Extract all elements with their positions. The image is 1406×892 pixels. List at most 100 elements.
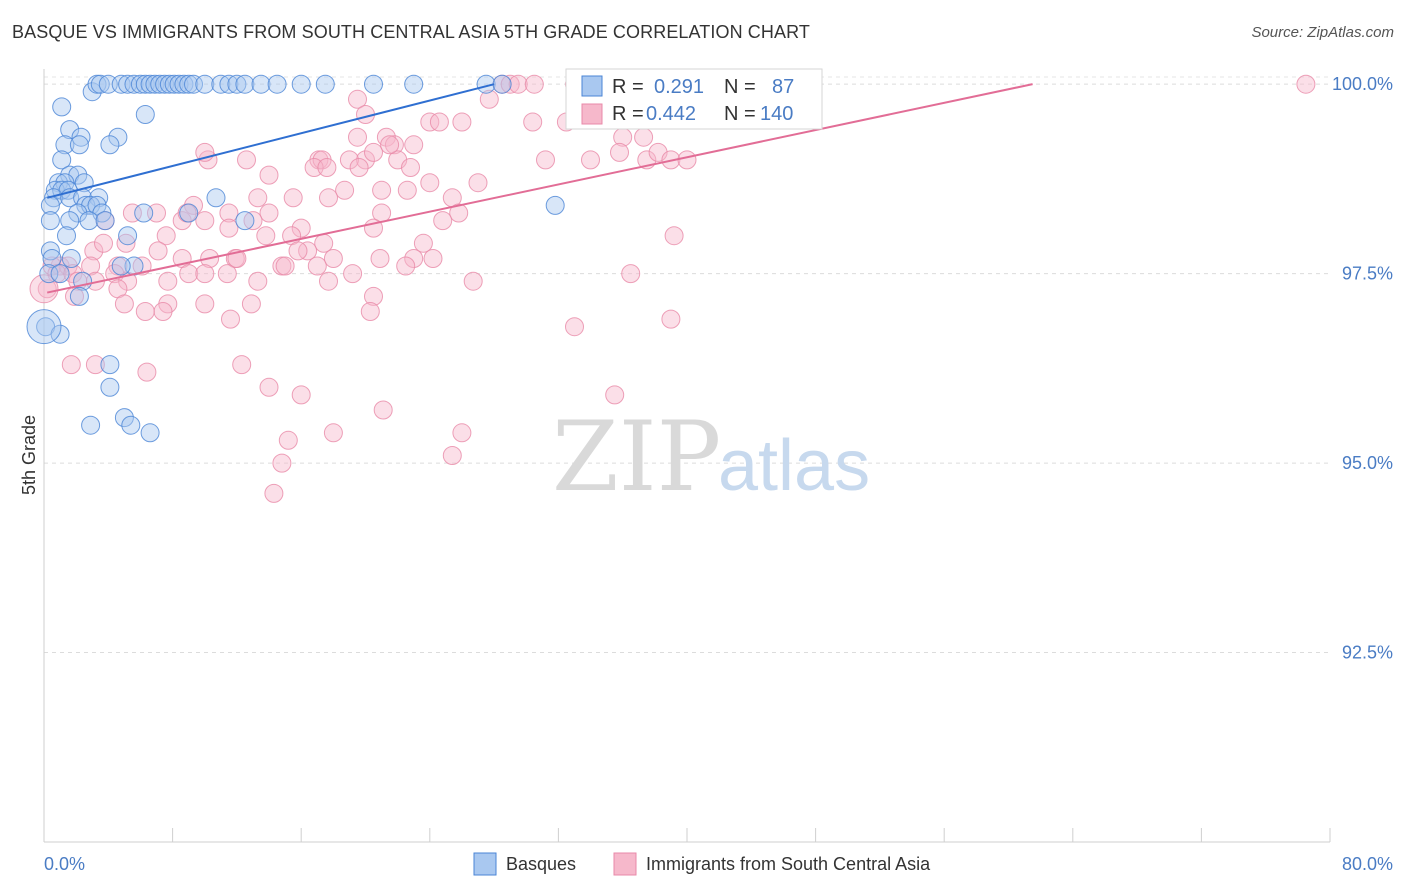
basques-point-70 bbox=[40, 241, 60, 261]
basques-point-44 bbox=[55, 173, 75, 193]
basques-point-37 bbox=[55, 135, 75, 155]
basques-point-31 bbox=[492, 74, 512, 94]
immigrants-point-100 bbox=[195, 264, 215, 284]
immigrants-point-114 bbox=[463, 271, 483, 291]
basques-point-39 bbox=[100, 135, 120, 155]
immigrants-point-127 bbox=[360, 302, 380, 321]
immigrants-point-77 bbox=[664, 226, 684, 246]
basques-point-12 bbox=[155, 74, 175, 94]
immigrants-point-62 bbox=[243, 211, 263, 231]
legend-basques-label: Basques bbox=[506, 854, 576, 874]
y-tick-label-1: 95.0% bbox=[1342, 453, 1393, 473]
immigrants-point-17 bbox=[429, 112, 449, 132]
basques-point-64 bbox=[40, 211, 60, 231]
basques-point-38 bbox=[69, 135, 89, 155]
basques-point-6 bbox=[124, 74, 144, 94]
immigrants-point-135 bbox=[259, 377, 279, 397]
basques-point-17 bbox=[179, 74, 199, 94]
immigrants-point-19 bbox=[376, 127, 396, 147]
chart-title: BASQUE VS IMMIGRANTS FROM SOUTH CENTRAL … bbox=[12, 22, 810, 42]
immigrants-point-139 bbox=[452, 423, 472, 443]
immigrants-point-40 bbox=[677, 150, 697, 170]
immigrants-point-52 bbox=[283, 188, 303, 208]
immigrants-point-74 bbox=[116, 233, 136, 253]
basques-point-71 bbox=[42, 249, 62, 268]
stats-pink-n-value: 140 bbox=[760, 103, 793, 125]
immigrants-point-102 bbox=[343, 264, 363, 284]
immigrants-point-20 bbox=[384, 135, 404, 155]
immigrants-point-73 bbox=[156, 226, 176, 246]
stats-blue-n-label: N = bbox=[724, 76, 756, 98]
immigrants-point-98 bbox=[275, 256, 295, 276]
basques-point-26 bbox=[291, 74, 311, 94]
immigrants-point-84 bbox=[288, 241, 308, 261]
watermark-zip: ZIP bbox=[552, 401, 721, 513]
basques-trend-line bbox=[46, 83, 495, 199]
immigrants-point-80 bbox=[370, 249, 390, 268]
immigrants-point-76 bbox=[314, 233, 334, 253]
immigrants-point-124 bbox=[114, 294, 134, 314]
stats-blue-r-label: R = bbox=[612, 76, 644, 98]
immigrants-point-53 bbox=[319, 188, 338, 208]
basques-point-56 bbox=[76, 195, 96, 215]
basques-point-85 bbox=[121, 415, 141, 435]
immigrants-point-96 bbox=[396, 256, 416, 276]
immigrants-point-49 bbox=[397, 180, 417, 200]
basques-point-8 bbox=[135, 74, 155, 94]
basques-point-32 bbox=[52, 97, 72, 117]
y-tick-label-0: 92.5% bbox=[1342, 643, 1393, 663]
immigrants-point-90 bbox=[132, 256, 152, 276]
immigrants-point-55 bbox=[259, 203, 279, 223]
basques-point-15 bbox=[169, 74, 189, 94]
immigrants-point-82 bbox=[84, 241, 104, 261]
immigrants-point-99 bbox=[179, 264, 199, 284]
basques-point-10 bbox=[145, 74, 165, 94]
immigrants-point-130 bbox=[61, 355, 81, 375]
basques-point-69 bbox=[118, 226, 138, 246]
basques-point-13 bbox=[159, 74, 179, 94]
basques-point-27 bbox=[315, 74, 335, 94]
immigrants-point-78 bbox=[298, 241, 318, 261]
immigrants-point-15 bbox=[452, 112, 472, 132]
basques-point-9 bbox=[140, 74, 160, 94]
immigrants-point-56 bbox=[219, 203, 239, 223]
immigrants-point-137 bbox=[373, 400, 393, 420]
basques-point-76 bbox=[50, 264, 70, 284]
basques-point-18 bbox=[184, 74, 203, 94]
x-tick-label-1: 80.0% bbox=[1342, 854, 1393, 874]
immigrants-point-132 bbox=[232, 355, 252, 375]
immigrants-point-47 bbox=[468, 173, 488, 193]
immigrants-point-134 bbox=[605, 385, 625, 405]
immigrants-point-18 bbox=[348, 127, 367, 147]
immigrants-point-41 bbox=[259, 165, 279, 185]
immigrants-point-28 bbox=[380, 135, 400, 155]
legend-immigrants-label: Immigrants from South Central Asia bbox=[646, 854, 931, 874]
basques-point-7 bbox=[130, 74, 150, 94]
basques-point-65 bbox=[60, 211, 80, 231]
immigrants-point-58 bbox=[122, 203, 142, 223]
basques-point-61 bbox=[134, 203, 154, 223]
immigrants-point-83 bbox=[94, 233, 113, 253]
immigrants-point-64 bbox=[195, 211, 215, 231]
immigrants-point-23 bbox=[404, 135, 424, 155]
immigrants-point-9 bbox=[1296, 74, 1316, 94]
basques-point-21 bbox=[219, 74, 239, 94]
y-tick-labels: 92.5% 95.0% 97.5% 100.0% bbox=[1332, 74, 1393, 662]
basques-point-84 bbox=[81, 415, 101, 435]
basques-point-53 bbox=[206, 188, 226, 208]
stats-blue-r-value: 0.291 bbox=[654, 76, 704, 98]
stats-box-frame bbox=[565, 68, 823, 130]
immigrants-point-101 bbox=[217, 264, 237, 284]
basques-point-82 bbox=[100, 377, 120, 397]
basques-point-78 bbox=[69, 286, 89, 306]
basques-point-22 bbox=[227, 74, 247, 94]
immigrants-point-46 bbox=[420, 173, 440, 193]
basques-point-30 bbox=[476, 74, 496, 94]
stats-blue-swatch bbox=[581, 75, 603, 97]
stats-box: R = 0.291 N = 87 R = 0.442 N = 140 bbox=[565, 68, 823, 130]
immigrants-point-79 bbox=[323, 249, 343, 268]
immigrants-trend-line bbox=[47, 83, 1033, 294]
axes bbox=[43, 69, 1331, 843]
immigrants-point-133 bbox=[137, 362, 157, 382]
basques-point-33 bbox=[135, 105, 155, 124]
